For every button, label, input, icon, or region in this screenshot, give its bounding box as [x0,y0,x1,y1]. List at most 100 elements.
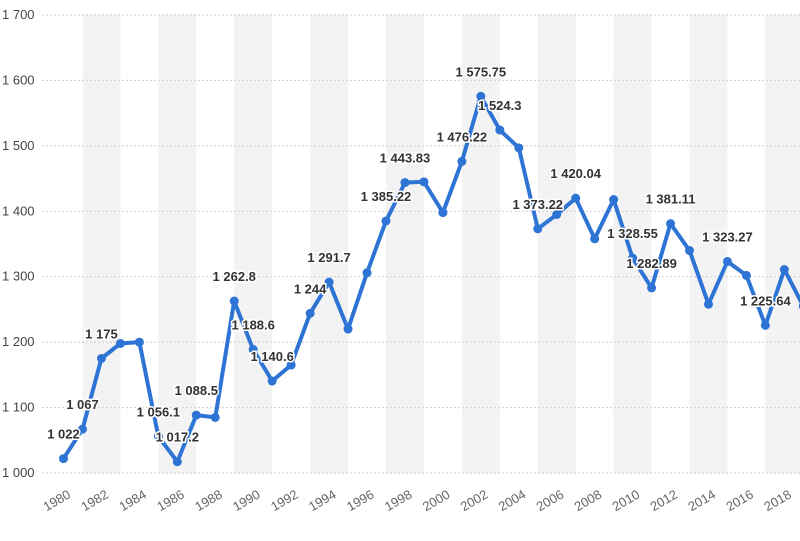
data-point [741,270,751,280]
data-point [172,457,182,467]
data-point [476,91,486,101]
data-point [286,360,296,370]
y-tick-label: 1 200 [2,334,35,349]
x-tick-label: 2000 [420,487,453,514]
background-band [765,15,800,473]
background-band [689,15,728,473]
data-point [362,268,372,278]
data-point [722,256,732,266]
data-point [438,208,448,218]
data-point [343,324,353,334]
data-point [400,178,410,188]
data-point [647,283,657,293]
data-label: 1 323.27 [702,229,753,244]
data-point [153,431,163,441]
data-label: 1 291.7 [307,250,350,265]
y-tick-label: 1 300 [2,269,35,284]
data-point [514,143,524,153]
y-tick-label: 1 700 [2,7,35,22]
data-label: 1 225.64 [740,293,791,308]
data-point [324,277,334,287]
data-point [419,177,429,187]
data-point [191,410,201,420]
data-label: 1 524.3 [478,98,521,113]
x-tick-label: 2002 [458,487,491,514]
data-label: 1 244 [294,281,327,296]
data-label: 1 282.89 [626,256,677,271]
data-point [77,424,87,434]
x-tick-label: 1980 [40,487,73,514]
data-point [248,345,258,355]
data-point [703,299,713,309]
data-point [229,296,239,306]
data-point [457,156,467,166]
x-tick-label: 1994 [306,487,339,514]
y-axis-ticks: 1 000 1 100 1 200 1 300 1 400 1 500 1 600 1 700 [2,7,35,480]
x-tick-label: 1988 [192,487,225,514]
data-point [685,246,695,256]
data-point [609,195,619,205]
data-point [210,412,220,422]
background-band [310,15,349,473]
x-tick-label: 1982 [78,487,111,514]
y-tick-label: 1 600 [2,72,35,87]
data-label: 1 188.6 [232,318,275,333]
data-label: 1 067 [66,397,99,412]
x-axis-ticks: 1980 1982 1984 1986 1988 1990 1992 1994 1996 1998… [40,487,793,514]
x-tick-label: 2008 [572,487,605,514]
y-tick-label: 1 000 [2,465,35,480]
data-point [666,219,676,229]
data-point [59,454,68,464]
x-tick-label: 2014 [685,487,718,514]
data-point [267,376,277,386]
series-line [61,94,800,464]
data-label: 1 328.55 [607,226,658,241]
data-label: 1 262.8 [213,269,256,284]
x-tick-label: 1984 [116,487,149,514]
data-label: 1 022 [47,427,80,442]
data-point [533,224,543,234]
x-tick-label: 2006 [534,487,567,514]
data-label: 1 373.22 [512,197,563,212]
x-tick-label: 2010 [610,487,643,514]
data-label: 1 175 [85,327,118,342]
data-label: 1 140.6 [250,349,293,364]
data-label: 1 443.83 [380,151,431,166]
y-tick-label: 1 500 [2,138,35,153]
background-band [537,15,576,473]
data-label: 1 575.75 [456,64,507,79]
data-point [381,216,391,226]
data-point [779,265,789,275]
background-band [82,15,121,473]
data-point [134,337,144,347]
data-label: 1 056.1 [137,404,180,419]
data-point [495,125,505,135]
data-label: 1 017.2 [156,430,199,445]
x-tick-label: 2018 [761,487,794,514]
data-points [59,91,800,467]
background-band [158,15,197,473]
background-band [461,15,500,473]
data-point [760,320,770,330]
data-label: 1 088.5 [175,383,218,398]
background-band [613,15,652,473]
y-tick-label: 1 100 [2,400,35,415]
y-tick-label: 1 400 [2,203,35,218]
data-point [115,338,125,348]
x-tick-label: 2004 [496,487,529,514]
data-point [305,308,315,318]
background-band [385,15,424,473]
data-label: 1 381.11 [646,192,696,207]
x-tick-label: 1986 [154,487,187,514]
data-label: 1 385.22 [361,189,412,204]
data-label: 1 476.22 [437,129,488,144]
x-tick-label: 2012 [647,487,680,514]
data-point [96,354,106,363]
background-bands [82,15,800,473]
x-tick-label: 1996 [344,487,377,514]
x-tick-label: 2016 [723,487,756,514]
data-point [590,234,600,244]
background-band [234,15,273,473]
data-point [628,253,638,263]
x-tick-label: 1992 [268,487,301,514]
